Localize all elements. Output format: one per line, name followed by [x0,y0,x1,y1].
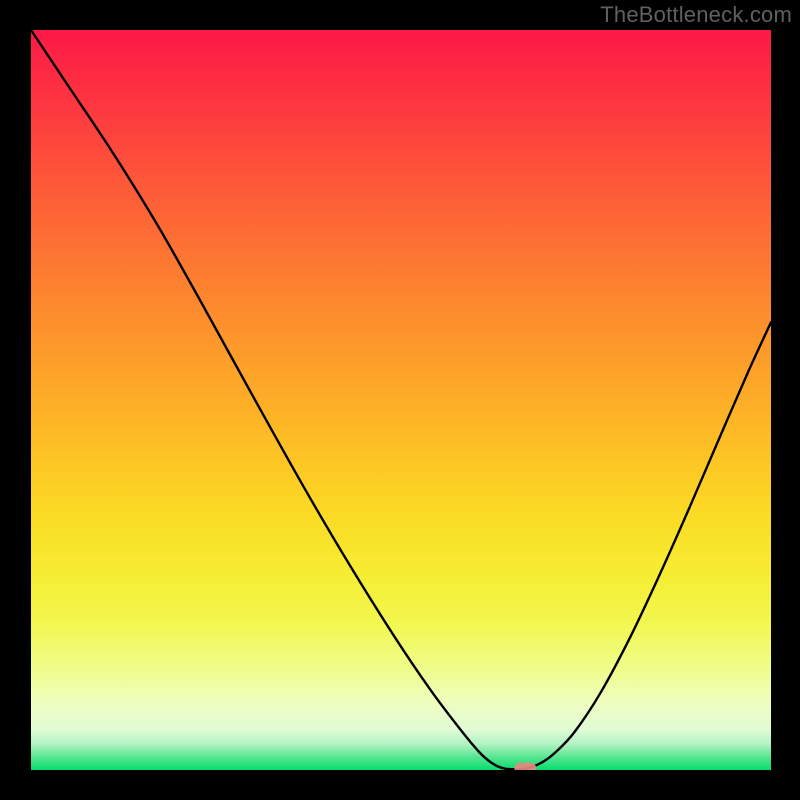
plot-area [31,30,771,770]
chart-root: TheBottleneck.com [0,0,800,800]
gradient-background [31,30,771,770]
attribution-label: TheBottleneck.com [600,2,792,28]
chart-svg [31,30,771,770]
optimal-point-marker [514,763,536,770]
